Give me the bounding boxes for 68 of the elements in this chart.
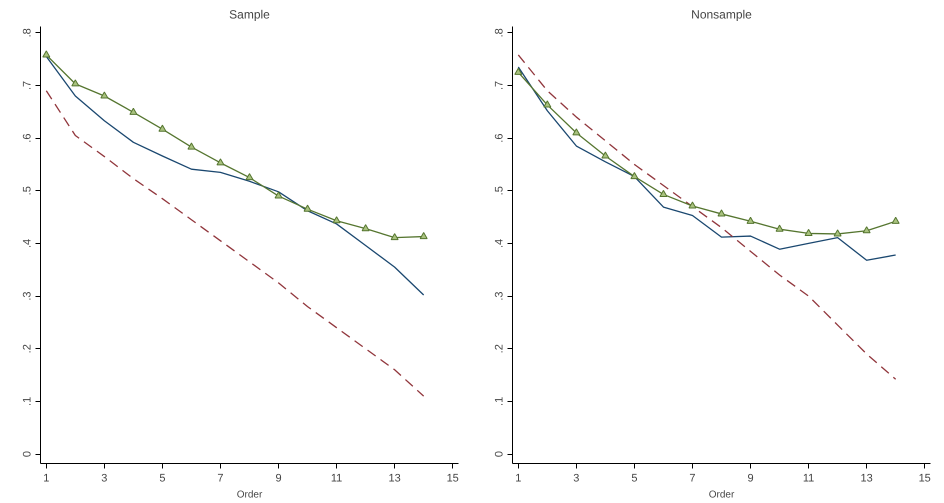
y-tick-label: .7 xyxy=(22,80,34,90)
y-tick-label: .7 xyxy=(494,80,506,90)
x-tick-label: 3 xyxy=(101,472,108,484)
x-axis-title: Order xyxy=(708,490,735,500)
line-series xyxy=(46,90,424,397)
x-tick-label: 15 xyxy=(446,472,459,484)
point xyxy=(129,108,138,115)
x-tick-label: 3 xyxy=(573,472,580,484)
y-tick-label: 0 xyxy=(494,450,506,458)
point xyxy=(892,216,900,224)
point xyxy=(688,201,696,209)
x-tick-label: 9 xyxy=(275,472,282,484)
x-tick-label: 7 xyxy=(217,472,224,484)
x-tick-label: 11 xyxy=(330,472,342,484)
y-tick-label: .8 xyxy=(494,28,506,38)
point xyxy=(390,233,399,240)
y-tick-label: .3 xyxy=(494,291,506,301)
y-tick-label: 0 xyxy=(22,450,34,458)
y-tick-label: .6 xyxy=(22,134,34,143)
point xyxy=(630,172,638,180)
point xyxy=(776,224,784,232)
point xyxy=(659,190,668,197)
x-tick-label: 11 xyxy=(802,472,814,484)
x-tick-label: 15 xyxy=(918,472,931,484)
point xyxy=(514,68,522,75)
x-tick-label: 5 xyxy=(159,472,166,484)
point xyxy=(187,142,196,150)
point xyxy=(332,216,341,224)
y-tick-label: .1 xyxy=(22,396,34,406)
x-tick-label: 13 xyxy=(860,472,873,484)
point xyxy=(862,226,871,234)
y-tick-label: .5 xyxy=(494,186,506,196)
y-tick-label: .2 xyxy=(494,344,506,354)
x-tick-label: 5 xyxy=(631,472,638,484)
point xyxy=(158,124,166,132)
point xyxy=(718,209,726,216)
point xyxy=(216,158,224,166)
y-tick-label: .3 xyxy=(22,291,34,301)
point xyxy=(42,50,50,58)
point xyxy=(834,229,842,236)
y-tick-label: .2 xyxy=(22,344,34,354)
y-tick-label: .4 xyxy=(494,238,506,248)
x-tick-label: 1 xyxy=(515,472,522,484)
point xyxy=(572,128,580,136)
y-tick-label: .5 xyxy=(22,186,34,196)
x-tick-label: 7 xyxy=(689,472,696,484)
point xyxy=(304,204,312,212)
y-tick-label: .1 xyxy=(494,396,506,406)
x-tick-label: 1 xyxy=(43,472,50,484)
point xyxy=(100,91,108,99)
line-series xyxy=(518,54,896,380)
point xyxy=(362,224,370,232)
point xyxy=(71,79,80,86)
x-tick-label: 9 xyxy=(747,472,754,484)
point xyxy=(543,100,552,108)
point xyxy=(274,191,283,199)
chart-title: Nonsample xyxy=(691,8,752,22)
y-tick-label: .8 xyxy=(22,28,34,38)
x-axis-title: Order xyxy=(236,490,263,500)
x-tick-label: 13 xyxy=(388,472,401,484)
y-tick-label: .4 xyxy=(22,238,34,248)
point xyxy=(246,173,254,180)
point xyxy=(601,151,610,159)
chart-title: Sample xyxy=(229,8,270,22)
point xyxy=(746,216,755,224)
y-tick-label: .6 xyxy=(494,134,506,143)
point xyxy=(804,228,813,236)
point xyxy=(420,232,428,240)
